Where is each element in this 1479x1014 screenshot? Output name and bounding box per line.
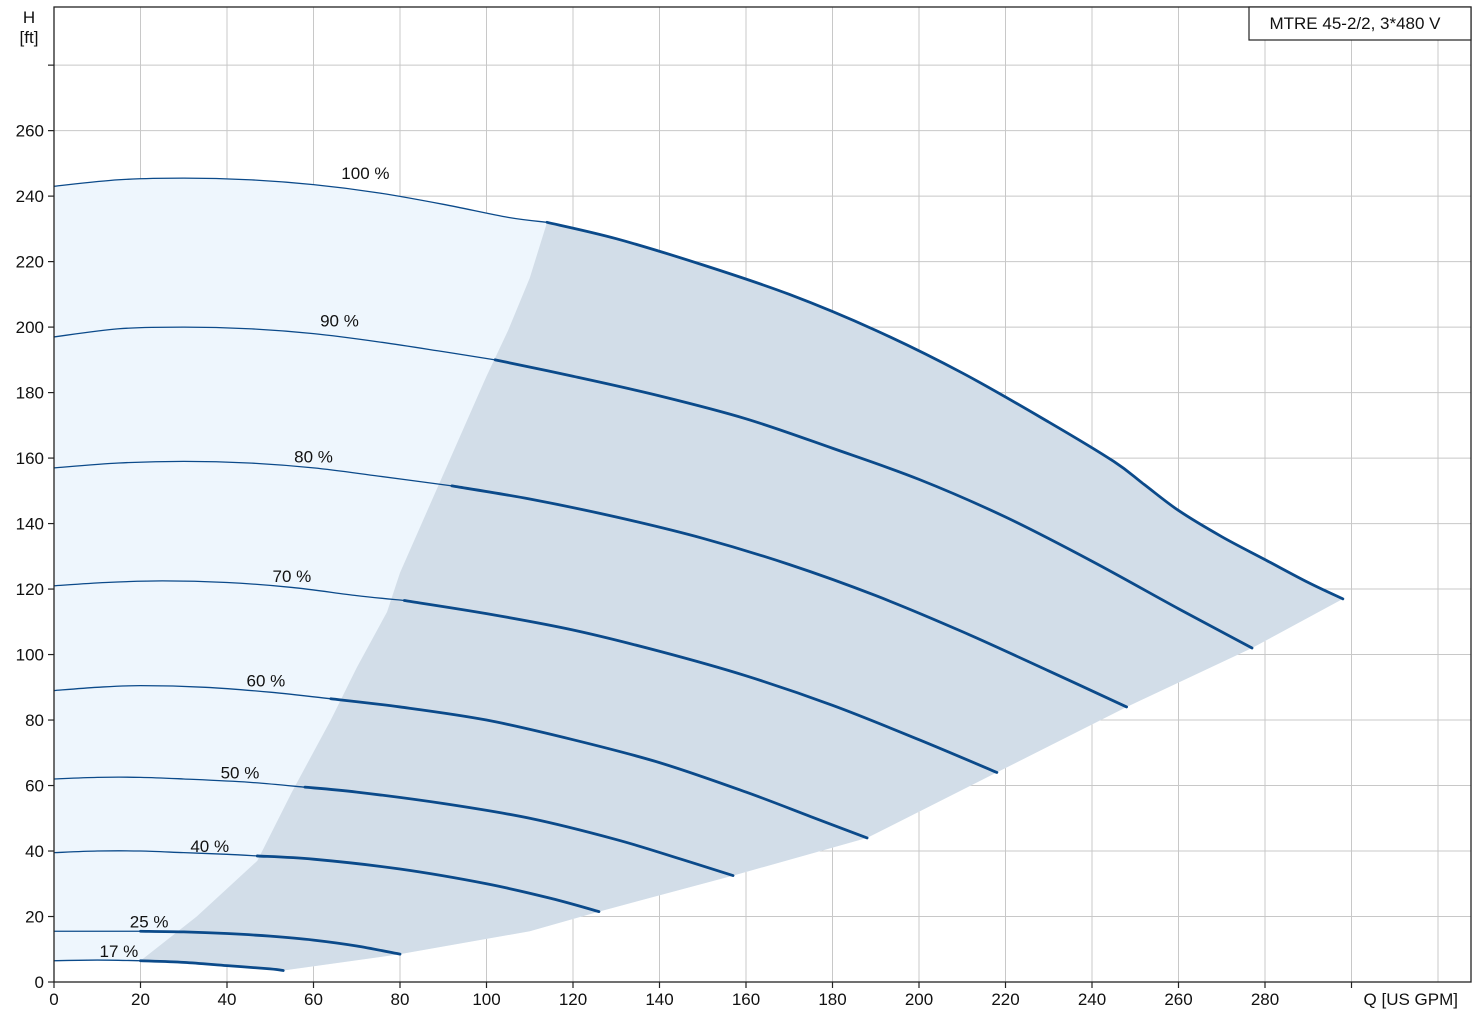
- curve-17-pct: [139, 959, 285, 972]
- x-tick-label: 100: [472, 990, 500, 1009]
- curve-label-90-pct: 90 %: [320, 312, 359, 331]
- curve-25-pct: [139, 929, 402, 956]
- plot-frame: [53, 6, 1472, 983]
- curve-label-60-pct: 60 %: [247, 672, 286, 691]
- curve-17-pct-extended: [53, 959, 141, 962]
- y-tick-label: 40: [25, 842, 44, 861]
- y-tick-label: 240: [16, 187, 44, 206]
- y-axis-unit: [ft]: [20, 28, 39, 47]
- curve-label-25-pct: 25 %: [130, 912, 169, 931]
- y-tick-label: 180: [16, 384, 44, 403]
- curve-40-pct-extended: [53, 850, 258, 857]
- recommended-operating-region: [140, 222, 1343, 971]
- curve-50-pct-extended: [53, 776, 305, 788]
- y-tick-label: 140: [16, 515, 44, 534]
- y-tick-label: 160: [16, 449, 44, 468]
- curve-60-pct-extended: [53, 685, 331, 700]
- title-box: [1248, 6, 1472, 41]
- x-tick-label: 120: [559, 990, 587, 1009]
- curve-90-pct: [493, 358, 1254, 650]
- x-tick-label: 220: [991, 990, 1019, 1009]
- y-tick-label: 80: [25, 711, 44, 730]
- x-tick-label: 180: [818, 990, 846, 1009]
- curve-90-pct-extended: [53, 326, 496, 361]
- x-axis-label: Q [US GPM]: [1364, 990, 1458, 1009]
- speed-curve-labels: 100 % 90 % 80 % 70 % 60 % 50 % 40 % 25 % 17 %: [100, 164, 390, 961]
- curve-label-80-pct: 80 %: [294, 447, 333, 466]
- x-axis-ticks: 0 20 40 60 80 100 120 140 160 180 200 220 240 260 280: [49, 982, 1353, 1009]
- x-tick-label: 20: [131, 990, 150, 1009]
- curve-40-pct: [255, 854, 601, 913]
- y-tick-label: 20: [25, 908, 44, 927]
- curve-label-70-pct: 70 %: [273, 567, 312, 586]
- curve-label-40-pct: 40 %: [190, 837, 229, 856]
- y-tick-label: 60: [25, 777, 44, 796]
- curve-50-pct: [303, 785, 735, 877]
- x-tick-label: 0: [49, 990, 58, 1009]
- curve-80-pct: [450, 484, 1128, 709]
- y-tick-label: 100: [16, 646, 44, 665]
- curve-label-100-pct: 100 %: [341, 164, 389, 183]
- x-tick-label: 280: [1251, 990, 1279, 1009]
- x-tick-label: 240: [1078, 990, 1106, 1009]
- curve-60-pct: [329, 697, 869, 840]
- y-axis-label: H: [23, 8, 35, 27]
- curve-70-pct: [402, 599, 999, 774]
- x-tick-label: 60: [304, 990, 323, 1009]
- curve-100-pct-extended: [53, 177, 548, 223]
- y-tick-label: 260: [16, 122, 44, 141]
- x-tick-label: 40: [218, 990, 237, 1009]
- y-tick-label: 0: [35, 973, 44, 992]
- y-tick-label: 120: [16, 580, 44, 599]
- x-tick-label: 200: [905, 990, 933, 1009]
- speed-curves: [53, 177, 1345, 972]
- curve-80-pct-extended: [53, 460, 452, 487]
- x-tick-label: 160: [732, 990, 760, 1009]
- chart-title: MTRE 45-2/2, 3*480 V: [1269, 14, 1441, 33]
- x-tick-label: 260: [1164, 990, 1192, 1009]
- curve-70-pct-extended: [53, 580, 405, 602]
- y-tick-label: 200: [16, 318, 44, 337]
- legend-box: MTRE 45-2/2, 3*480 V: [1248, 6, 1472, 41]
- y-axis-ticks: 0 20 40 60 80 100 120 140 160 180 200 220 240 260: [16, 64, 54, 992]
- curve-label-50-pct: 50 %: [221, 763, 260, 782]
- x-tick-label: 80: [391, 990, 410, 1009]
- y-tick-label: 220: [16, 253, 44, 272]
- curve-100-pct: [545, 220, 1345, 601]
- x-tick-label: 140: [645, 990, 673, 1009]
- curve-label-17-pct: 17 %: [100, 942, 139, 961]
